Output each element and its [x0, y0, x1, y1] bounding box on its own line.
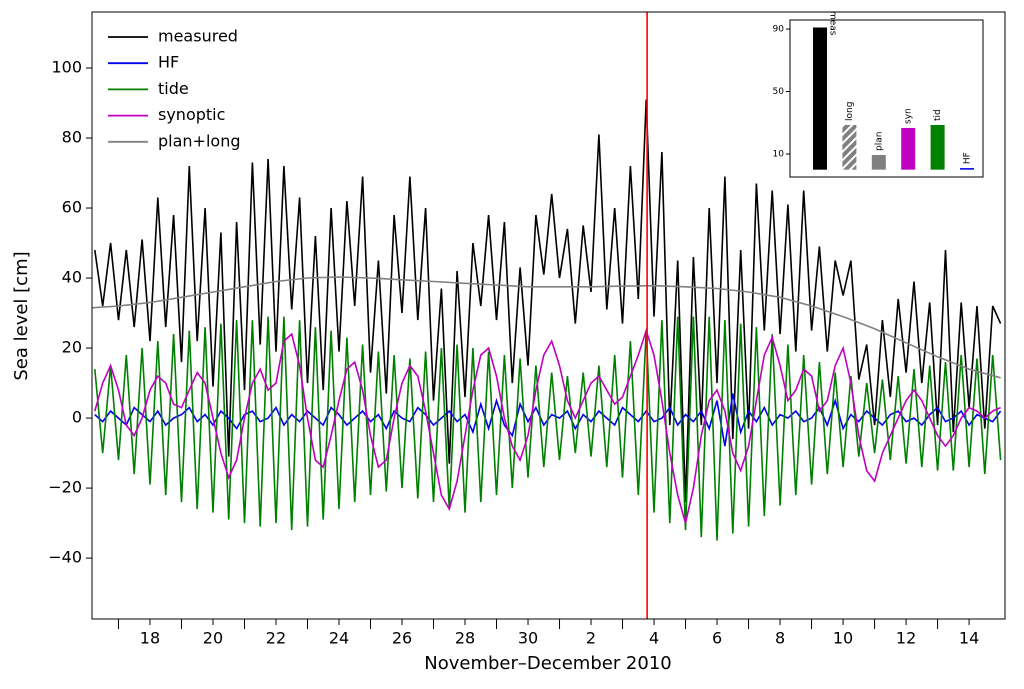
legend-label: tide [158, 79, 189, 98]
inset-bar [901, 127, 916, 170]
series-line [94, 327, 1001, 524]
series-line [92, 276, 1001, 379]
inset-bar [960, 168, 974, 170]
series-line [94, 316, 1002, 541]
x-tick-label: 26 [392, 629, 412, 648]
inset-bar [813, 27, 827, 170]
x-tick-label: 10 [833, 629, 853, 648]
x-tick-label: 12 [896, 629, 916, 648]
x-axis-label: November–December 2010 [424, 653, 672, 674]
y-tick-label: −20 [48, 478, 82, 497]
inset-bar-label: HF [963, 152, 973, 164]
x-tick-label: 30 [518, 629, 538, 648]
y-tick-label: 0 [72, 408, 82, 427]
y-tick-label: 80 [62, 128, 82, 147]
inset-bar-label: plan [874, 132, 884, 151]
y-tick-label: 20 [62, 338, 82, 357]
x-tick-label: 6 [712, 629, 722, 648]
y-tick-label: 100 [51, 58, 82, 77]
inset-bar [871, 154, 886, 170]
inset-bar [842, 124, 857, 170]
x-tick-label: 24 [329, 629, 349, 648]
legend-label: measured [158, 27, 238, 46]
y-axis-label: Sea level [cm] [11, 251, 32, 380]
inset-bar [930, 124, 945, 170]
x-tick-label: 20 [203, 629, 223, 648]
plot-area [92, 99, 1002, 541]
inset-bar-label: tid [933, 109, 943, 121]
inset-bar-label: long [845, 102, 855, 121]
series-line [94, 99, 1002, 503]
x-tick-label: 4 [649, 629, 659, 648]
inset-bar-label: syn [904, 108, 914, 124]
x-tick-label: 28 [455, 629, 475, 648]
x-tick-label: 18 [140, 629, 160, 648]
legend-label: plan+long [158, 131, 240, 150]
inset-bar-label: meas [828, 11, 838, 36]
inset-y-tick-label: 90 [773, 25, 785, 35]
legend-label: HF [158, 53, 179, 72]
x-tick-label: 22 [266, 629, 286, 648]
inset-y-tick-label: 10 [773, 150, 785, 160]
x-tick-label: 2 [586, 629, 596, 648]
y-tick-label: 40 [62, 268, 82, 287]
legend-label: synoptic [158, 105, 225, 124]
x-tick-label: 14 [959, 629, 979, 648]
x-tick-label: 8 [775, 629, 785, 648]
y-tick-label: −40 [48, 548, 82, 567]
y-tick-label: 60 [62, 198, 82, 217]
inset-y-tick-label: 50 [773, 87, 785, 97]
axes-frame [91, 11, 1006, 620]
